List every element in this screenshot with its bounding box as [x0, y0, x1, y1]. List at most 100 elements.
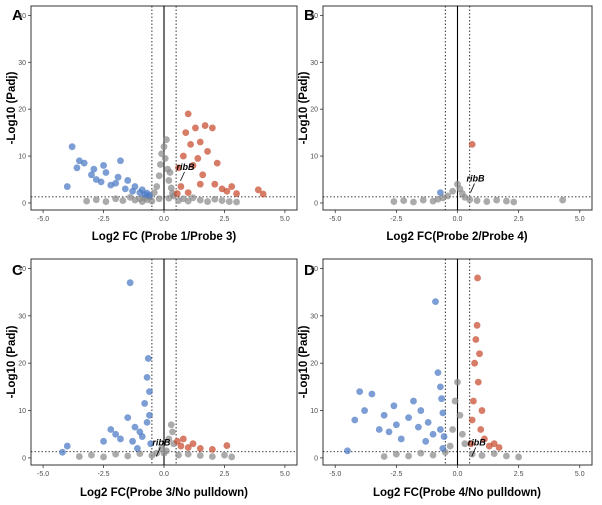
- down-regulated-point: [112, 430, 120, 438]
- y-tick-label: 0: [314, 200, 318, 207]
- up-regulated-point: [473, 321, 481, 329]
- x-tick-label: 5.0: [575, 471, 585, 478]
- ns-point: [410, 198, 417, 206]
- y-axis-title: -Log10 (Padj): [298, 71, 310, 144]
- ns-point: [92, 196, 100, 204]
- up-regulated-point: [189, 162, 197, 169]
- y-axis-title: -Log10 (Padj): [6, 325, 18, 398]
- down-regulated-point: [146, 192, 153, 199]
- x-tick-label: 2.5: [514, 216, 524, 223]
- ns-point: [156, 161, 164, 168]
- y-tick-label: 0: [22, 455, 26, 462]
- ns-point: [155, 195, 163, 203]
- up-regulated-point: [223, 187, 231, 195]
- ns-point: [208, 453, 216, 460]
- down-regulated-point: [410, 397, 417, 405]
- ns-point: [380, 453, 388, 460]
- down-regulated-point: [424, 418, 432, 426]
- ns-point: [405, 452, 412, 460]
- y-axis-title: -Log10 (Padj): [298, 325, 310, 398]
- up-regulated-point: [177, 442, 185, 450]
- up-regulated-point: [233, 190, 240, 197]
- down-regulated-point: [351, 416, 359, 424]
- up-regulated-point: [495, 444, 503, 451]
- y-tick-label: 30: [310, 60, 318, 67]
- down-regulated-point: [59, 448, 66, 456]
- ns-point: [102, 198, 110, 205]
- ns-point: [466, 196, 474, 204]
- up-regulated-point: [481, 435, 488, 443]
- down-regulated-point: [375, 426, 383, 433]
- down-regulated-point: [121, 185, 129, 193]
- down-regulated-point: [124, 414, 132, 422]
- ns-point: [211, 195, 219, 203]
- down-regulated-point: [397, 435, 405, 443]
- ns-point: [429, 451, 437, 459]
- down-regulated-point: [146, 411, 153, 419]
- y-tick-label: 40: [18, 13, 26, 20]
- down-regulated-point: [102, 169, 110, 176]
- up-regulated-point: [173, 437, 181, 445]
- down-regulated-point: [141, 400, 149, 407]
- ns-point: [510, 198, 518, 206]
- x-tick-label: 0.0: [159, 471, 169, 478]
- up-regulated-point: [213, 159, 221, 167]
- up-regulated-point: [179, 435, 187, 443]
- ns-point: [468, 450, 476, 458]
- down-regulated-point: [390, 402, 398, 410]
- ns-point: [458, 430, 466, 438]
- data-layer: [31, 6, 297, 210]
- up-regulated-point: [477, 426, 485, 433]
- ns-point: [559, 196, 567, 204]
- x-tick-label: 0.0: [453, 471, 463, 478]
- ns-point: [449, 187, 457, 195]
- y-tick-label: 20: [310, 107, 318, 114]
- x-axis-title: Log2 FC(Probe 2/Probe 4): [386, 231, 527, 243]
- y-tick-label: 30: [18, 60, 26, 67]
- x-tick-label: -2.5: [98, 216, 110, 223]
- ns-point: [155, 172, 163, 180]
- down-regulated-point: [129, 437, 136, 445]
- y-tick-label: 40: [18, 266, 26, 273]
- ns-point: [390, 198, 398, 205]
- down-regulated-point: [117, 435, 124, 443]
- ns-point: [417, 449, 425, 457]
- ns-point: [196, 452, 204, 459]
- ns-point: [167, 184, 175, 192]
- up-regulated-point: [223, 442, 231, 449]
- ns-point: [490, 450, 498, 458]
- up-regulated-point: [208, 445, 216, 453]
- data-layer: [31, 259, 297, 465]
- down-regulated-point: [146, 388, 153, 395]
- y-tick-label: 10: [310, 408, 318, 415]
- ns-point: [163, 136, 170, 144]
- y-tick-label: 30: [310, 313, 318, 320]
- up-regulated-point: [478, 407, 486, 414]
- up-regulated-point: [211, 180, 219, 188]
- up-regulated-point: [490, 440, 498, 448]
- up-regulated-point: [199, 171, 207, 179]
- ns-point: [75, 453, 83, 460]
- down-regulated-point: [344, 447, 351, 455]
- down-regulated-point: [356, 388, 364, 395]
- down-regulated-point: [429, 430, 437, 438]
- down-regulated-point: [126, 279, 134, 287]
- y-tick-label: 40: [310, 13, 318, 20]
- y-tick-label: 40: [310, 266, 318, 273]
- panel-letter: B: [304, 7, 315, 24]
- ns-point: [221, 451, 228, 459]
- ns-point: [175, 451, 182, 459]
- up-regulated-point: [189, 440, 197, 448]
- ns-point: [456, 411, 464, 419]
- x-tick-label: 2.5: [220, 471, 230, 478]
- down-regulated-point: [80, 159, 88, 167]
- down-regulated-point: [144, 355, 152, 362]
- down-regulated-point: [63, 183, 71, 190]
- down-regulated-point: [68, 143, 76, 151]
- ns-point: [400, 197, 408, 205]
- gene-label-leader: [471, 447, 477, 457]
- up-regulated-point: [184, 189, 192, 197]
- up-regulated-point: [201, 122, 209, 129]
- down-regulated-point: [436, 383, 444, 391]
